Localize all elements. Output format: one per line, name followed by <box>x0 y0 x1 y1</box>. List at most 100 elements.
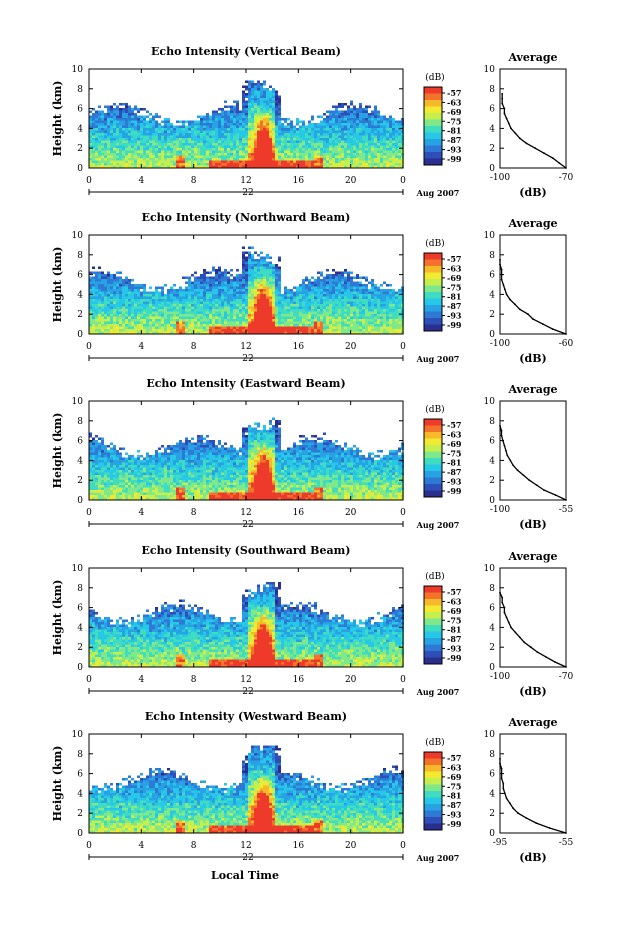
y-tick-label: 0 <box>77 496 83 506</box>
profile-point <box>517 812 519 815</box>
colorbar-swatch <box>424 305 442 312</box>
x-tick-label: 16 <box>293 176 305 186</box>
profile-point <box>503 611 506 614</box>
profile-point <box>503 107 506 110</box>
colorbar-tick-label: -75 <box>447 448 461 458</box>
profile-point <box>499 258 501 261</box>
y-tick-label: 8 <box>77 584 83 594</box>
profile-point <box>518 308 521 311</box>
colorbar-swatch <box>424 158 442 166</box>
colorbar-swatch <box>424 318 442 325</box>
colorbar-swatch <box>424 93 442 101</box>
profile-plot: Average 0 2 4 6 8 10 -95 -55 (dB) <box>484 716 574 864</box>
y-tick-label: 6 <box>77 271 83 281</box>
profile-point <box>509 802 511 805</box>
y-tick-label: 2 <box>77 476 83 486</box>
colorbar-tick-label: -87 <box>447 634 461 644</box>
profile-y-tick-label: 0 <box>489 164 495 174</box>
y-tick-label: 4 <box>77 124 83 134</box>
profile-line <box>499 758 567 834</box>
colorbar-swatch <box>424 651 442 658</box>
profile-point <box>500 278 503 281</box>
x-tick-label: 20 <box>345 342 357 352</box>
colorbar-tick-label: -87 <box>447 135 461 145</box>
profile-x-tick-label: -70 <box>559 672 574 682</box>
profile-point <box>535 822 538 824</box>
profile-point <box>501 92 504 95</box>
colorbar-swatch <box>424 784 442 792</box>
profile-point <box>505 293 508 296</box>
y-tick-label: 8 <box>77 251 83 261</box>
profile-y-tick-label: 8 <box>489 750 495 760</box>
panel-2: Echo Intensity (Eastward Beam) 0 2 4 6 8 10 Hei… <box>51 377 574 531</box>
profile-point <box>514 303 516 306</box>
x-tick-label: 0 <box>400 176 406 186</box>
profile-y-tick-label: 4 <box>489 623 495 633</box>
colorbar-swatch <box>424 438 442 446</box>
colorbar-tick-label: -57 <box>447 254 461 264</box>
heatmap-field <box>89 246 404 334</box>
colorbar-swatch <box>424 311 442 319</box>
panel-1: Echo Intensity (Northward Beam) 0 2 4 6 8 10 He… <box>51 211 574 365</box>
x-tick-label: 20 <box>345 176 357 186</box>
profile-point <box>506 454 509 457</box>
profile-point <box>502 283 505 286</box>
profile-point <box>543 489 545 491</box>
day-label: 22 <box>242 687 253 697</box>
profile-frame <box>499 733 567 834</box>
x-tick-label: 4 <box>138 342 144 352</box>
x-tick-label: 8 <box>191 342 197 352</box>
profile-y-tick-label: 0 <box>489 663 495 673</box>
profile-point <box>545 656 548 658</box>
profile-x-label: (dB) <box>519 685 546 698</box>
profile-point <box>509 459 512 462</box>
profile-y-tick-label: 8 <box>489 251 495 261</box>
profile-point <box>525 142 528 145</box>
colorbar-swatch <box>424 451 442 459</box>
y-tick-label: 10 <box>72 730 84 740</box>
profile-y-tick-label: 2 <box>489 476 495 486</box>
profile-title: Average <box>507 550 557 563</box>
profile-point <box>532 318 534 320</box>
profile-point <box>565 832 567 834</box>
profile-point <box>500 268 503 271</box>
profile-y-tick-label: 2 <box>489 144 495 154</box>
colorbar-swatch <box>424 618 442 626</box>
profile-point <box>499 757 501 760</box>
profile-plot: Average 0 2 4 6 8 10 -100 -60 (dB) <box>484 217 574 365</box>
colorbar-swatch <box>424 152 442 159</box>
x-tick-label: 12 <box>240 841 251 851</box>
y-tick-label: 8 <box>77 750 83 760</box>
colorbar-tick-label: -57 <box>447 753 461 763</box>
x-tick-label: 0 <box>400 342 406 352</box>
x-tick-label: 4 <box>138 841 144 851</box>
colorbar-tick-label: -93 <box>447 145 462 155</box>
profile-title: Average <box>507 716 557 729</box>
panel-title: Echo Intensity (Northward Beam) <box>142 211 351 224</box>
profile-y-tick-label: 6 <box>489 437 495 447</box>
profile-x-tick-label: -100 <box>490 173 510 183</box>
profile-y-tick-label: 2 <box>489 310 495 320</box>
profile-y-tick-label: 2 <box>489 643 495 653</box>
y-tick-label: 10 <box>72 564 84 574</box>
colorbar-swatch <box>424 298 442 306</box>
profile-point <box>501 97 504 100</box>
x-tick-label: 0 <box>86 342 92 352</box>
x-tick-label: 20 <box>345 675 357 685</box>
colorbar-swatch <box>424 292 442 299</box>
colorbar-swatch <box>424 810 442 818</box>
profile-point <box>500 772 503 775</box>
colorbar-swatch <box>424 266 442 273</box>
x-tick-label: 0 <box>86 508 92 518</box>
colorbar-swatch <box>424 612 442 619</box>
y-tick-label: 4 <box>77 290 83 300</box>
profile-point <box>514 631 517 634</box>
profile-x-tick-label: -100 <box>490 672 510 682</box>
y-tick-label: 6 <box>77 770 83 780</box>
colorbar-swatch <box>424 432 442 439</box>
profile-line <box>499 259 567 335</box>
colorbar-swatch <box>424 285 442 293</box>
colorbar: (dB)-57-63-69-75-81-87-93-99 <box>423 404 462 498</box>
colorbar-swatch <box>424 272 442 280</box>
profile-x-tick-label: -95 <box>493 838 508 848</box>
